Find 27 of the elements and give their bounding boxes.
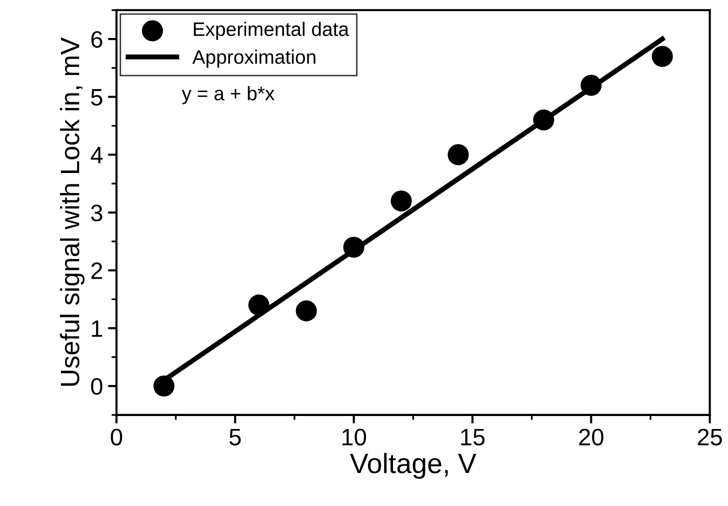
y-tick-label: 2 (91, 262, 102, 279)
x-tick-label: 5 (230, 428, 241, 446)
point (153, 375, 174, 397)
point (580, 74, 602, 96)
point (533, 109, 554, 131)
y-tick-label: 0 (91, 378, 102, 395)
x-axis-title: Voltage, V (350, 452, 476, 479)
point (390, 190, 412, 212)
x-tick-label: 10 (342, 428, 366, 446)
point (296, 300, 317, 322)
y-tick-label: 3 (91, 204, 102, 222)
y-tick-label: 5 (91, 89, 102, 106)
point (652, 46, 673, 67)
legend-label: Approximation (192, 50, 316, 68)
x-tick-label: 20 (579, 428, 604, 446)
x-tick-label: 25 (698, 428, 722, 446)
point (343, 236, 364, 258)
x-tick-label: 0 (110, 428, 122, 446)
point (448, 144, 469, 166)
point (248, 294, 270, 316)
y-tick-label: 6 (91, 31, 102, 48)
y-tick-label: 1 (92, 320, 102, 337)
y-axis-title: Useful signal with Lock in, mV (60, 37, 85, 386)
legend-label: Experimental data (194, 22, 350, 40)
annotation: y = a + b*x (182, 86, 274, 104)
y-tick-label: 4 (90, 147, 103, 164)
x-tick-label: 15 (461, 428, 485, 446)
